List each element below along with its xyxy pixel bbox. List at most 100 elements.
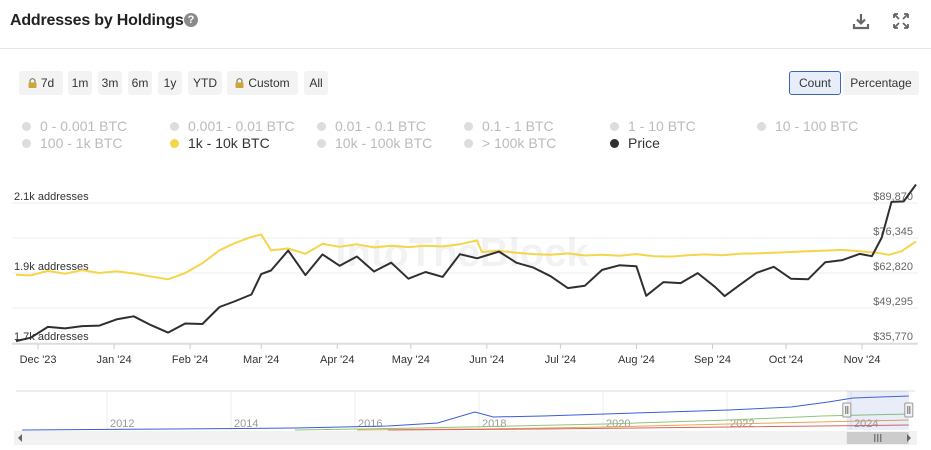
legend-label: 0.01 - 0.1 BTC [335, 118, 427, 134]
legend-label: 10 - 100 BTC [775, 118, 859, 134]
right-axis-tick-label: $89,870 [873, 191, 913, 203]
download-icon[interactable] [851, 11, 871, 31]
x-axis-tick-label: Dec '23 [20, 354, 57, 366]
x-axis-tick-label: Mar '24 [243, 354, 279, 366]
legend-dot-icon [170, 139, 179, 148]
left-axis-tick-label: 1.7k addresses [14, 331, 89, 343]
navigator-tick-label: 2020 [606, 418, 630, 430]
legend-item-100k-btc[interactable]: > 100k BTC [464, 135, 556, 151]
legend-item-0-001-0-01-btc[interactable]: 0.001 - 0.01 BTC [170, 118, 295, 134]
right-axis-tick-label: $62,820 [873, 261, 913, 273]
x-axis-tick-label: Nov '24 [844, 354, 881, 366]
range-button-all[interactable]: All [304, 71, 328, 95]
legend-label: 0 - 0.001 BTC [40, 118, 128, 134]
navigator-line [356, 419, 909, 431]
legend-item-price[interactable]: Price [610, 135, 660, 151]
question-circle-icon[interactable]: ? [184, 13, 198, 27]
x-axis-tick-label: Jan '24 [97, 354, 132, 366]
range-button-label: 3m [101, 76, 119, 90]
range-button-label: YTD [193, 76, 217, 90]
legend-label: 1 - 10 BTC [628, 118, 696, 134]
legend-dot-icon [757, 122, 766, 131]
range-button-7d[interactable]: 7d [19, 71, 63, 95]
navigator-tick-label: 2012 [110, 418, 134, 430]
range-button-3m[interactable]: 3m [98, 71, 122, 95]
navigator-line [22, 395, 909, 431]
count-toggle-button[interactable]: Count [789, 71, 841, 95]
lock-icon [235, 72, 244, 88]
x-axis-tick-label: Feb '24 [172, 354, 208, 366]
range-button-1y[interactable]: 1y [158, 71, 182, 95]
series-line-price [15, 183, 917, 343]
range-button-label: 1m [71, 76, 89, 90]
chart-title: Addresses by Holdings [10, 12, 184, 29]
legend-item-0-1-1-btc[interactable]: 0.1 - 1 BTC [464, 118, 554, 134]
x-axis-tick-label: May '24 [392, 354, 430, 366]
legend-label: 10k - 100k BTC [335, 135, 433, 151]
legend-dot-icon [317, 122, 326, 131]
left-axis-tick-label: 1.9k addresses [14, 261, 89, 273]
x-axis-tick-label: Jul '24 [545, 354, 576, 366]
navigator-tick-label: 2016 [358, 418, 382, 430]
legend-dot-icon [317, 139, 326, 148]
x-axis-tick-label: Aug '24 [618, 354, 655, 366]
range-button-label: 6m [131, 76, 149, 90]
x-axis-tick-label: Oct '24 [769, 354, 804, 366]
legend-item-0-0-001-btc[interactable]: 0 - 0.001 BTC [22, 118, 127, 134]
legend-label: Price [628, 135, 660, 151]
range-button-1m[interactable]: 1m [68, 71, 92, 95]
legend-dot-icon [610, 139, 619, 148]
legend-dot-icon [464, 139, 473, 148]
series-line-holdings-1k-10k [15, 233, 917, 281]
legend-item-10-100-btc[interactable]: 10 - 100 BTC [757, 118, 858, 134]
range-button-label: 1y [163, 76, 177, 90]
navigator-selection [846, 391, 909, 430]
legend-item-100-1k-btc[interactable]: 100 - 1k BTC [22, 135, 122, 151]
lock-icon [28, 72, 37, 88]
x-axis-tick-label: Jun '24 [469, 354, 504, 366]
legend-dot-icon [22, 122, 31, 131]
range-button-6m[interactable]: 6m [128, 71, 152, 95]
legend-item-1-10-btc[interactable]: 1 - 10 BTC [610, 118, 696, 134]
legend-label: 100 - 1k BTC [40, 135, 123, 151]
navigator-tick-label: 2014 [234, 418, 258, 430]
range-button-label: Custom [248, 76, 290, 90]
x-axis-tick-label: Sep '24 [694, 354, 731, 366]
range-button-ytd[interactable]: YTD [188, 71, 222, 95]
navigator-scrollbar-thumb [846, 432, 909, 444]
scroll-right-arrow-icon [907, 434, 911, 442]
right-axis-tick-label: $49,295 [873, 296, 913, 308]
navigator-tick-label: 2022 [730, 418, 754, 430]
right-axis-tick-label: $35,770 [873, 331, 913, 343]
range-button-custom[interactable]: Custom [227, 71, 298, 95]
legend-dot-icon [464, 122, 473, 131]
navigator-line [294, 413, 909, 431]
legend-item-10k-100k-btc[interactable]: 10k - 100k BTC [317, 135, 432, 151]
navigator-handle [842, 402, 852, 418]
legend-dot-icon [170, 122, 179, 131]
range-button-label: 7d [40, 76, 55, 90]
legend-label: > 100k BTC [482, 135, 557, 151]
percentage-toggle-button[interactable]: Percentage [843, 71, 919, 95]
x-axis-tick-label: Apr '24 [320, 354, 355, 366]
expand-icon[interactable] [891, 11, 911, 31]
chart-header: Addresses by Holdings ? [0, 0, 931, 49]
navigator-handle [904, 402, 914, 418]
watermark-text: IntoTheBlock [335, 231, 589, 275]
navigator-scrollbar-track [14, 431, 917, 445]
legend-item-1k-10k-btc[interactable]: 1k - 10k BTC [170, 135, 270, 151]
legend-label: 0.1 - 1 BTC [482, 118, 554, 134]
legend-label: 0.001 - 0.01 BTC [188, 118, 295, 134]
legend-label: 1k - 10k BTC [188, 135, 270, 151]
navigator-tick-label: 2024 [854, 418, 878, 430]
range-button-label: All [309, 76, 323, 90]
legend-dot-icon [610, 122, 619, 131]
legend-dot-icon [22, 139, 31, 148]
left-axis-tick-label: 2.1k addresses [14, 191, 89, 203]
legend-item-0-01-0-1-btc[interactable]: 0.01 - 0.1 BTC [317, 118, 426, 134]
right-axis-tick-label: $76,345 [873, 226, 913, 238]
scroll-left-arrow-icon [18, 434, 22, 442]
navigator-tick-label: 2018 [482, 418, 506, 430]
navigator-line [387, 424, 909, 431]
